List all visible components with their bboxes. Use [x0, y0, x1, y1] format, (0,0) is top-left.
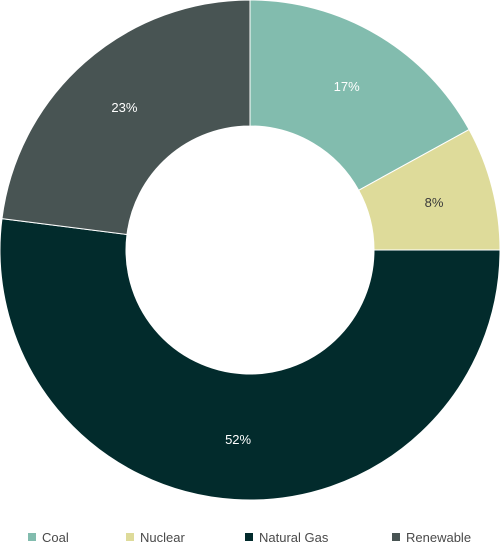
slice-coal[interactable] [249, 0, 470, 191]
slice-natural-gas[interactable] [0, 218, 500, 500]
legend-item-renewable[interactable]: Renewable [392, 527, 471, 547]
legend-swatch-natural-gas [245, 533, 253, 541]
legend-item-coal[interactable]: Coal [28, 527, 69, 547]
slice-label-natural-gas: 52% [225, 432, 251, 447]
legend-label-renewable: Renewable [406, 529, 472, 545]
legend-swatch-nuclear [126, 533, 134, 541]
slice-label-nuclear: 8% [425, 195, 444, 210]
slice-renewable[interactable] [1, 0, 251, 236]
legend-item-natural-gas[interactable]: Natural Gas [245, 527, 328, 547]
legend-label-natural-gas: Natural Gas [259, 529, 329, 545]
legend-item-nuclear[interactable]: Nuclear [126, 527, 185, 547]
slice-labels: 17% 8% 52% 23% [111, 79, 443, 447]
legend-label-coal: Coal [42, 529, 69, 545]
legend-label-nuclear: Nuclear [140, 529, 185, 545]
chart-legend: Coal Nuclear Natural Gas Renewable [0, 527, 500, 547]
donut-chart: 17% 8% 52% 23% [0, 0, 500, 500]
slice-label-coal: 17% [334, 79, 360, 94]
donut-slices [0, 0, 500, 500]
slice-label-renewable: 23% [111, 100, 137, 115]
legend-swatch-renewable [392, 533, 400, 541]
legend-swatch-coal [28, 533, 36, 541]
